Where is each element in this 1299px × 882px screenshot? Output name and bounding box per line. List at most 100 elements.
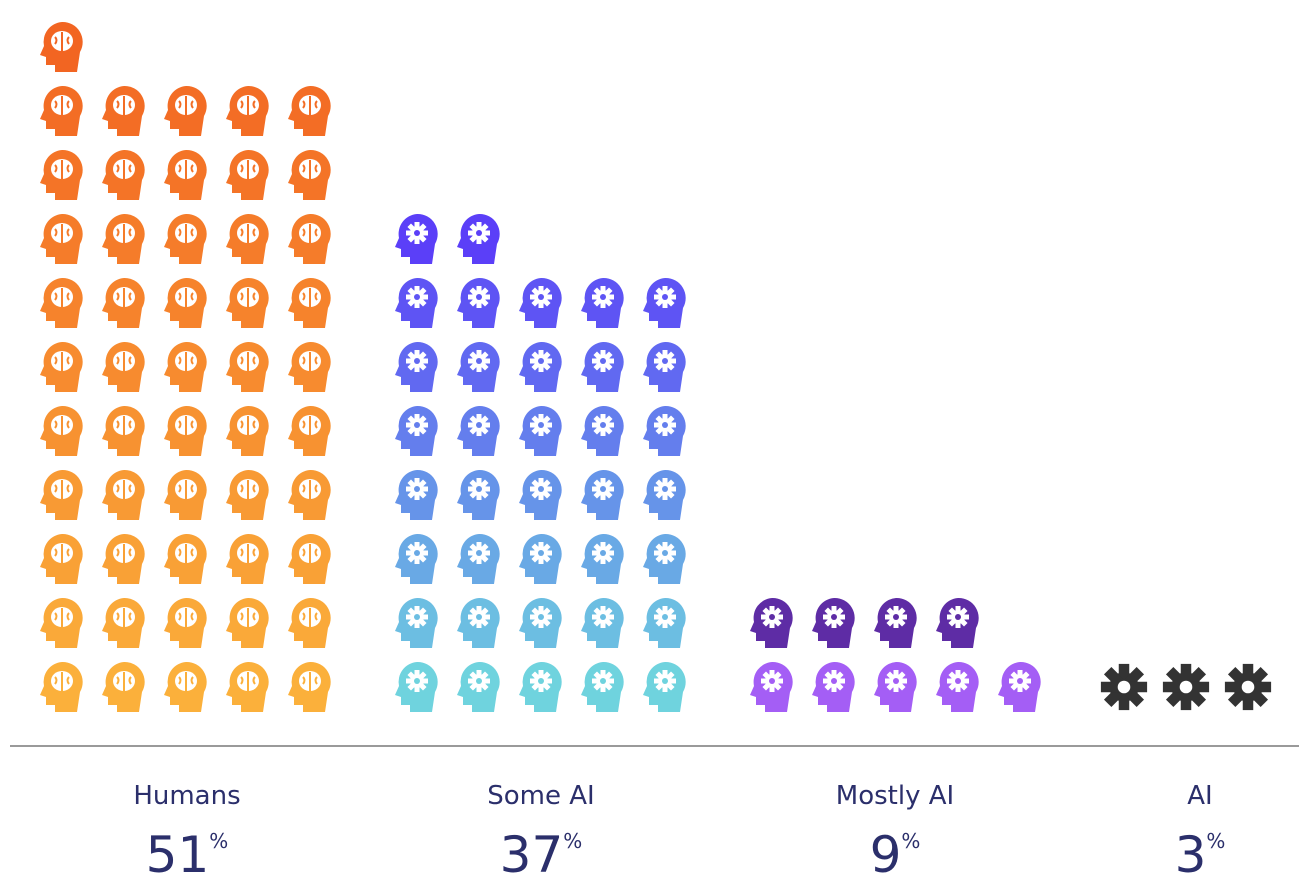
brain-fold	[54, 480, 70, 499]
icon	[102, 149, 145, 200]
icon	[288, 213, 331, 264]
icon	[226, 85, 269, 136]
icon	[226, 597, 269, 648]
icon	[519, 661, 562, 712]
brain-fold	[116, 480, 132, 499]
icon	[40, 533, 83, 584]
gear-hole	[662, 422, 668, 428]
brain-fold	[54, 288, 70, 307]
icon	[288, 277, 331, 328]
brain-fold	[302, 416, 318, 435]
icon	[395, 597, 438, 648]
icon	[457, 277, 500, 328]
icon	[40, 341, 83, 392]
icon	[164, 533, 207, 584]
icon	[643, 405, 686, 456]
brain-fold	[116, 288, 132, 307]
icon	[395, 533, 438, 584]
brain-fold	[54, 160, 70, 179]
gear-hole	[955, 614, 961, 620]
icon	[102, 533, 145, 584]
icon	[581, 533, 624, 584]
icon	[581, 661, 624, 712]
icon	[226, 277, 269, 328]
gear-hole	[538, 294, 544, 300]
icon	[226, 405, 269, 456]
gear-hole	[831, 678, 837, 684]
brain-fold	[178, 544, 194, 563]
icon	[288, 597, 331, 648]
gear-hole	[662, 614, 668, 620]
brain-fold	[178, 224, 194, 243]
value-label: 37%	[500, 826, 583, 882]
brain-fold	[116, 160, 132, 179]
brain-fold	[302, 672, 318, 691]
gear-hole	[662, 550, 668, 556]
gear-hole	[414, 230, 420, 236]
icon	[164, 277, 207, 328]
brain-fold	[240, 224, 256, 243]
brain-fold	[116, 416, 132, 435]
gear-hole	[476, 294, 482, 300]
brain-fold	[302, 544, 318, 563]
icon	[936, 661, 979, 712]
icon	[812, 661, 855, 712]
icon	[288, 533, 331, 584]
value-label: 3%	[1175, 826, 1226, 882]
gear-hole	[414, 550, 420, 556]
brain-fold	[54, 32, 70, 51]
brain-fold	[240, 288, 256, 307]
icon	[998, 661, 1041, 712]
gear-hole	[955, 678, 961, 684]
icon	[750, 661, 793, 712]
icon	[519, 469, 562, 520]
brain-fold	[240, 672, 256, 691]
category-label: AI	[1187, 781, 1212, 811]
brain-fold	[302, 288, 318, 307]
icon	[1100, 663, 1148, 711]
icon	[40, 597, 83, 648]
brain-fold	[116, 224, 132, 243]
brain-fold	[116, 608, 132, 627]
icon	[643, 597, 686, 648]
brain-fold	[54, 224, 70, 243]
icon	[164, 213, 207, 264]
brain-fold	[240, 544, 256, 563]
icon	[102, 341, 145, 392]
gear-hole	[476, 678, 482, 684]
gear-hole	[1241, 680, 1255, 694]
gear-hole	[600, 614, 606, 620]
brain-fold	[240, 160, 256, 179]
icon	[40, 21, 83, 73]
icon	[288, 85, 331, 136]
gear-hole	[769, 678, 775, 684]
brain-fold	[240, 608, 256, 627]
icon	[936, 597, 979, 648]
gear-hole	[476, 486, 482, 492]
gear-hole	[414, 422, 420, 428]
value-label: 51%	[146, 826, 229, 882]
gear-hole	[476, 230, 482, 236]
category-label: Mostly AI	[836, 781, 954, 811]
icon	[40, 213, 83, 264]
icon	[643, 533, 686, 584]
gear-hole	[1117, 680, 1131, 694]
icon	[102, 405, 145, 456]
gear-hole	[662, 486, 668, 492]
gear-hole	[414, 486, 420, 492]
icon	[395, 341, 438, 392]
gear-hole	[600, 422, 606, 428]
icon	[102, 597, 145, 648]
category-label: Humans	[133, 781, 240, 811]
icon	[164, 85, 207, 136]
brain-fold	[178, 96, 194, 115]
icon	[40, 85, 83, 136]
icon	[581, 277, 624, 328]
gear-hole	[893, 678, 899, 684]
icon	[164, 597, 207, 648]
icon	[102, 277, 145, 328]
brain-fold	[54, 544, 70, 563]
icon	[40, 149, 83, 200]
icon	[457, 405, 500, 456]
icon	[519, 405, 562, 456]
